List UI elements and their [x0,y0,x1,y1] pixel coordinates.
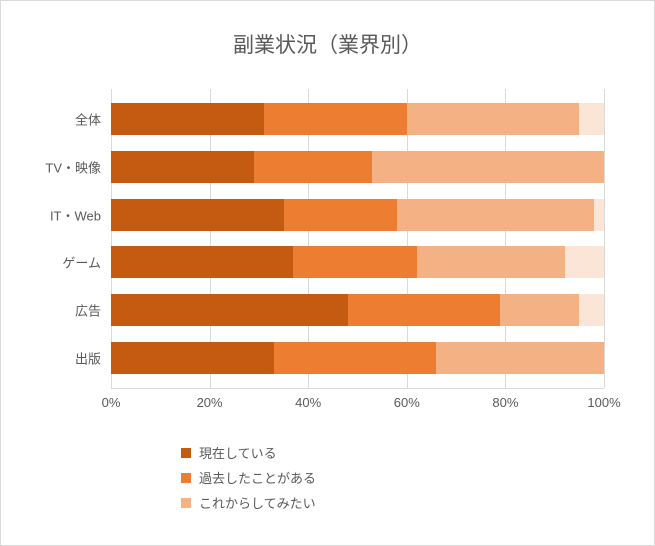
bar-segment [579,103,604,135]
bar-segment [111,294,348,326]
bar-segment [111,151,254,183]
bar-segment [264,103,407,135]
x-tick-label: 80% [492,395,518,410]
bar-segment [407,103,580,135]
bar-segment [500,294,579,326]
plot-area: 全体 TV・映像 IT・Web ゲーム広告出版 [111,89,604,389]
x-tick-label: 60% [394,395,420,410]
category-label: IT・Web [50,205,111,224]
x-axis: 0%20%40%60%80%100% [111,389,604,413]
legend: 現在している過去したことがあるこれからしてみたい [181,443,644,512]
bar-row: TV・映像 [111,151,604,183]
gridline [604,89,605,388]
bar-segment [274,342,437,374]
bar-segment [284,199,397,231]
bar-segment [436,342,604,374]
bar-segment [293,246,416,278]
legend-item: これからしてみたい [181,493,644,512]
legend-item: 過去したことがある [181,468,644,487]
category-label: 広告 [75,301,111,320]
legend-swatch [181,448,191,458]
bar-segment [372,151,604,183]
bars-group: 全体 TV・映像 IT・Web ゲーム広告出版 [111,89,604,388]
bar-row: 全体 [111,103,604,135]
bar-row: ゲーム [111,246,604,278]
category-label: ゲーム [62,253,111,272]
x-tick-label: 20% [197,395,223,410]
legend-label: 過去したことがある [199,468,316,487]
bar-segment [111,246,293,278]
category-label: 出版 [75,349,111,368]
bar-segment [254,151,372,183]
chart-title: 副業状況（業界別） [11,29,644,59]
bar-segment [111,342,274,374]
x-tick-label: 40% [295,395,321,410]
bar-segment [417,246,565,278]
legend-item: 現在している [181,443,644,462]
chart-container: 副業状況（業界別） 全体 TV・映像 IT・Web ゲーム広告出版 0% 20% 40% 6… [0,0,655,546]
x-tick-label: 100% [587,395,620,410]
legend-swatch [181,473,191,483]
bar-segment [348,294,501,326]
bar-segment [594,199,604,231]
legend-label: これからしてみたい [199,493,316,512]
legend-swatch [181,498,191,508]
bar-segment [397,199,594,231]
bar-row: 広告 [111,294,604,326]
bar-segment [111,103,264,135]
bar-segment [565,246,604,278]
bar-row: IT・Web [111,199,604,231]
legend-label: 現在している [199,443,277,462]
bar-segment [579,294,604,326]
bar-segment [111,199,284,231]
category-label: 全体 [75,109,111,128]
bar-row: 出版 [111,342,604,374]
x-tick-label: 0% [102,395,121,410]
category-label: TV・映像 [45,157,111,176]
